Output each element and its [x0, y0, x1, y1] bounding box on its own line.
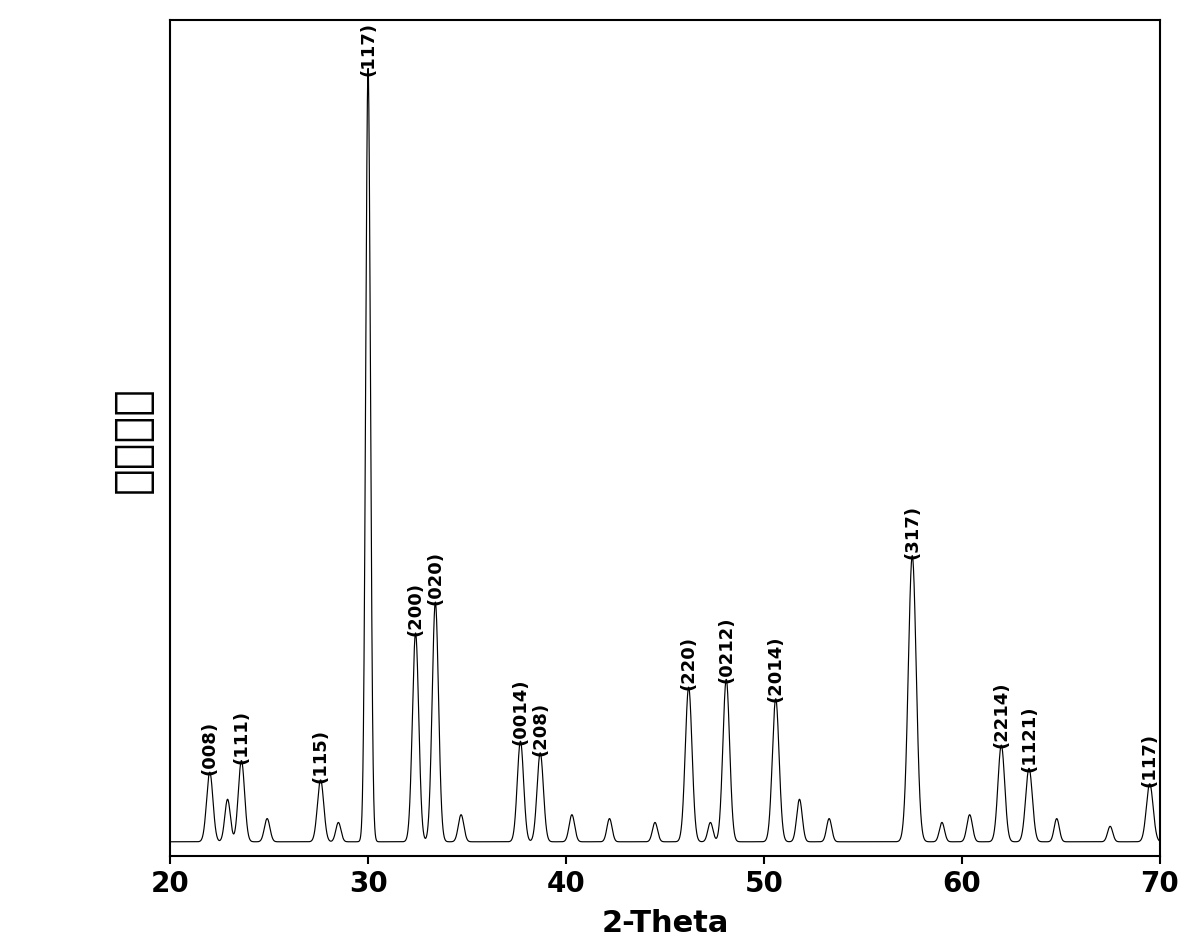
Text: (0014): (0014) — [511, 677, 529, 744]
Text: (220): (220) — [679, 636, 697, 689]
Text: (2214): (2214) — [992, 682, 1010, 747]
Text: (317): (317) — [904, 505, 922, 559]
Text: (117): (117) — [1140, 732, 1158, 786]
Text: (1121): (1121) — [1020, 704, 1038, 771]
Text: (200): (200) — [407, 582, 425, 636]
Text: (008): (008) — [201, 721, 219, 775]
Y-axis label: 相对强度: 相对强度 — [111, 386, 154, 492]
Text: (208): (208) — [531, 702, 549, 755]
Text: (115): (115) — [312, 728, 330, 783]
Text: (111): (111) — [233, 709, 251, 764]
Text: (020): (020) — [426, 551, 444, 605]
Text: (0212): (0212) — [718, 616, 736, 682]
Text: (117): (117) — [359, 22, 377, 75]
Text: (2014): (2014) — [767, 635, 784, 702]
X-axis label: 2-Theta: 2-Theta — [602, 908, 728, 937]
